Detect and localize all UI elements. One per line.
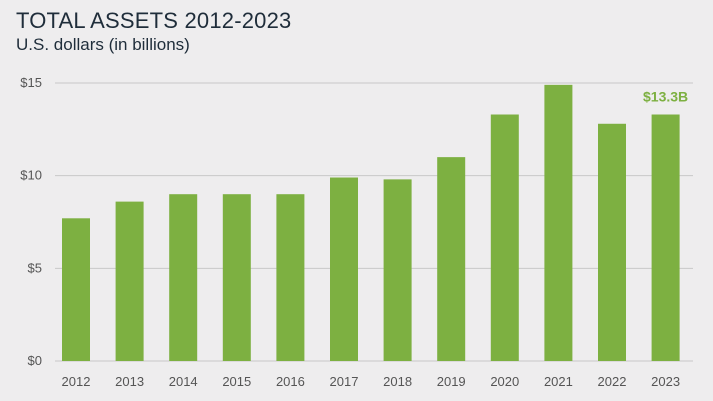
value-callout: $13.3B xyxy=(643,89,688,105)
x-tick-label: 2013 xyxy=(115,374,144,389)
bar-2017 xyxy=(330,177,358,361)
bar-2014 xyxy=(169,194,198,361)
bar-2023 xyxy=(651,114,680,361)
x-tick-label: 2019 xyxy=(437,374,466,389)
x-tick-label: 2017 xyxy=(330,374,359,389)
bar-2016 xyxy=(276,194,305,361)
bar-2015 xyxy=(222,194,251,361)
x-tick-label: 2018 xyxy=(383,374,412,389)
x-tick-label: 2021 xyxy=(544,374,573,389)
bar-2013 xyxy=(115,201,144,361)
x-tick-label: 2022 xyxy=(598,374,627,389)
chart-title: TOTAL ASSETS 2012-2023 xyxy=(16,8,292,33)
bar-2022 xyxy=(598,123,626,361)
y-tick-label: $5 xyxy=(28,260,42,275)
bar-2021 xyxy=(544,84,573,361)
bar-2020 xyxy=(490,114,519,361)
x-tick-label: 2023 xyxy=(651,374,680,389)
chart-subtitle: U.S. dollars (in billions) xyxy=(16,35,190,54)
bar-2018 xyxy=(383,179,412,361)
x-tick-label: 2014 xyxy=(169,374,198,389)
y-tick-label: $0 xyxy=(28,353,42,368)
x-tick-label: 2016 xyxy=(276,374,305,389)
bar-2012 xyxy=(62,218,90,361)
x-tick-label: 2020 xyxy=(490,374,519,389)
y-tick-label: $10 xyxy=(20,168,42,183)
x-tick-label: 2012 xyxy=(62,374,91,389)
x-tick-label: 2015 xyxy=(222,374,251,389)
bar-2019 xyxy=(437,157,466,361)
y-tick-label: $15 xyxy=(20,75,42,90)
